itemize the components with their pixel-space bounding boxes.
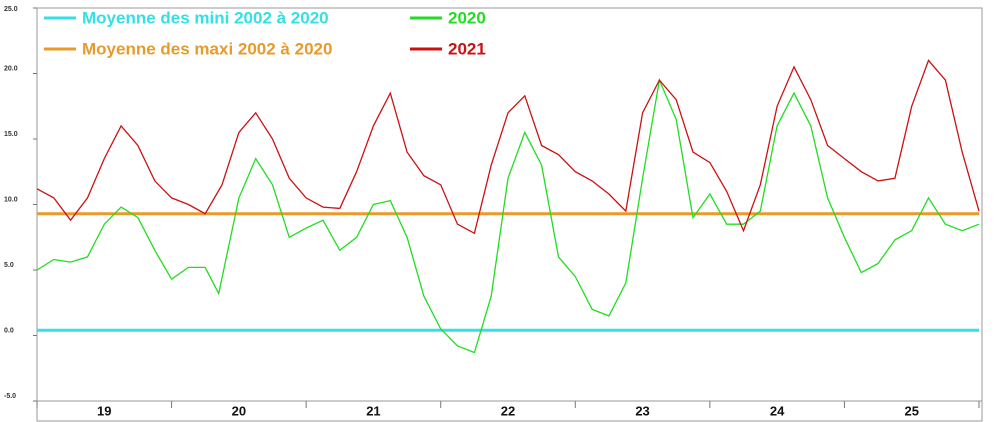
legend-label: 2021 (448, 39, 486, 58)
y-tick-label: 20.0 (4, 65, 18, 72)
x-axis-band (36, 400, 983, 422)
y-tick-label: -5.0 (4, 393, 16, 400)
series-line (36, 59, 980, 235)
y-tick-label: 25.0 (4, 6, 18, 13)
plot-frame (36, 7, 983, 402)
x-tick-label: 20 (232, 403, 246, 418)
x-tick-label: 23 (635, 403, 649, 418)
y-tick-label: 0.0 (4, 327, 14, 334)
y-tick-label: 15.0 (4, 131, 18, 138)
legend-label: Moyenne des maxi 2002 à 2020 (82, 39, 332, 58)
series-line (36, 77, 980, 354)
legend-label: 2020 (448, 8, 486, 27)
x-tick-label: 24 (770, 403, 785, 418)
x-tick-label: 19 (97, 403, 111, 418)
x-tick-label: 25 (904, 403, 918, 418)
y-tick-label: 5.0 (4, 262, 14, 269)
legend-label: Moyenne des mini 2002 à 2020 (82, 8, 329, 27)
x-tick-label: 22 (501, 403, 515, 418)
y-tick-label: 10.0 (4, 196, 18, 203)
x-tick-label: 21 (366, 403, 380, 418)
